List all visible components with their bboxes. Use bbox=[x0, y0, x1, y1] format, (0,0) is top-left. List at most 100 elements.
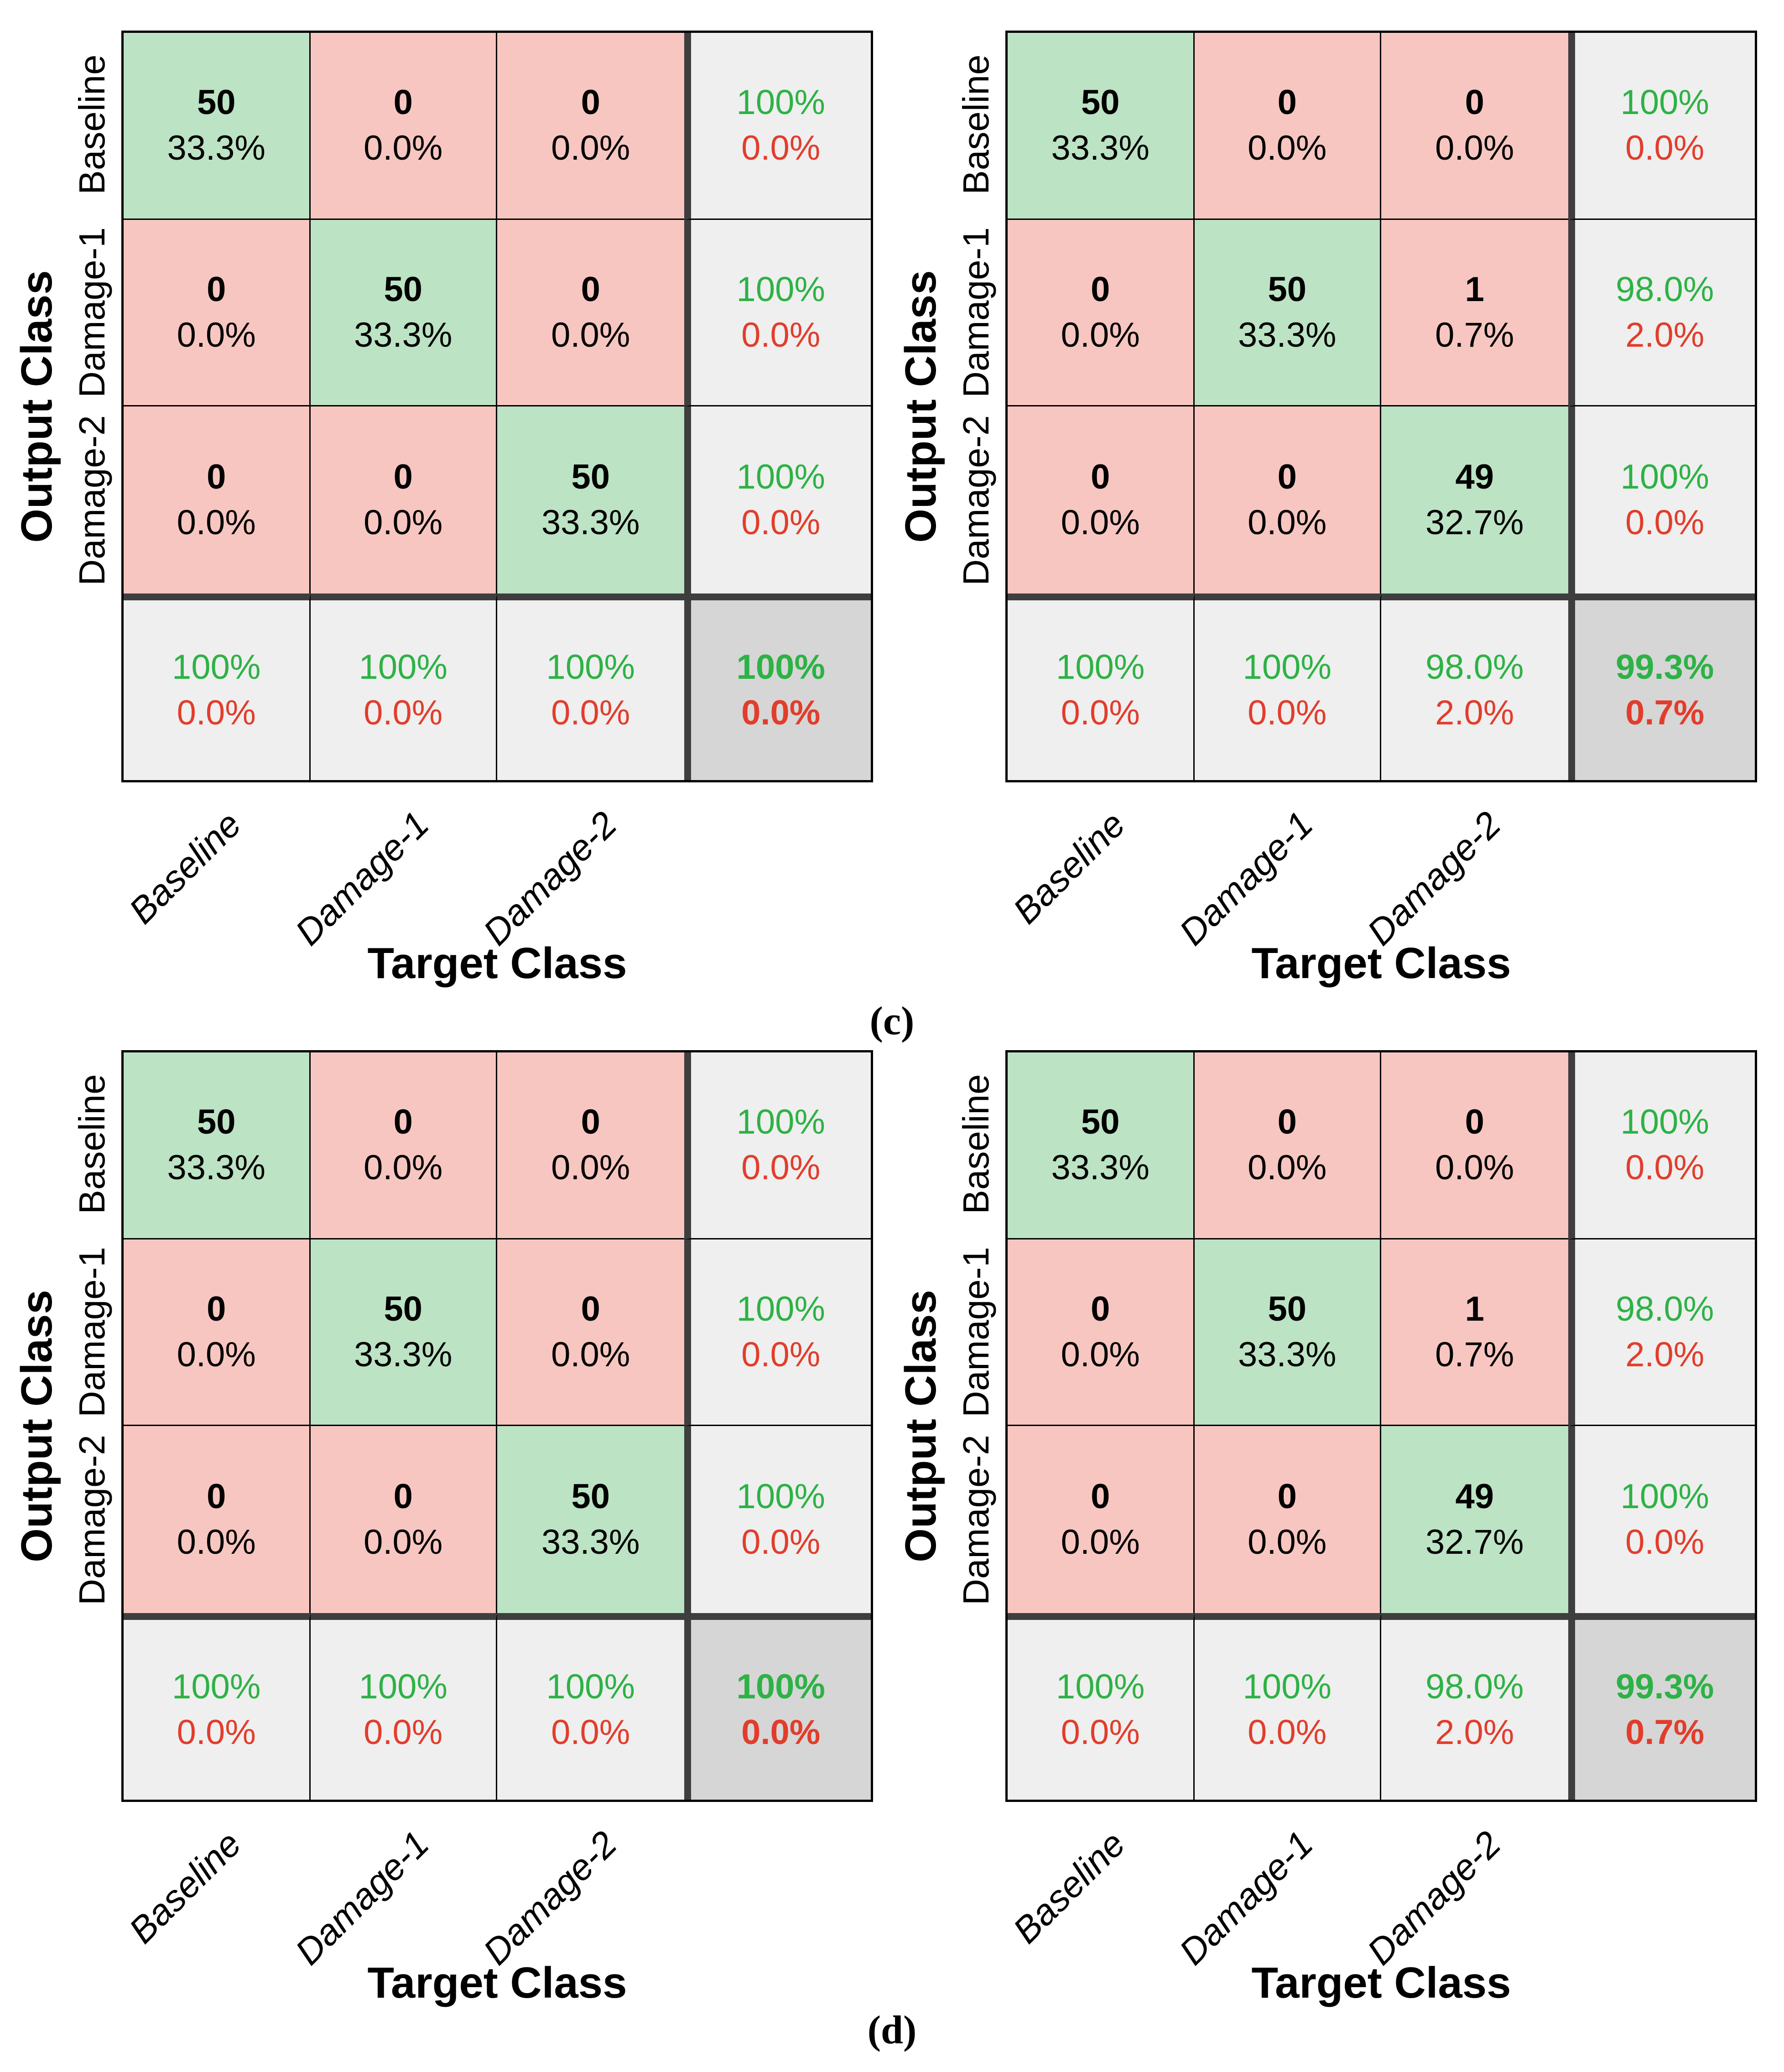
row-tick-label: Baseline bbox=[72, 1074, 112, 1214]
summary-red-percent: 0.0% bbox=[1248, 1713, 1327, 1752]
cell-count: 0 bbox=[1091, 1477, 1110, 1516]
matrix-cell-r1-c2: 0 0.0% bbox=[497, 1239, 684, 1426]
x-axis-title: Target Class bbox=[367, 1958, 627, 2007]
cell-count: 0 bbox=[393, 1103, 413, 1142]
summary-red-percent: 0.0% bbox=[741, 1148, 821, 1187]
col-summary-cell-0: 100% 0.0% bbox=[1008, 593, 1195, 780]
summary-red-percent: 2.0% bbox=[1625, 1335, 1705, 1374]
summary-green-percent: 100% bbox=[359, 1667, 447, 1706]
summary-red-percent: 0.0% bbox=[741, 503, 821, 542]
column-tick-label: Damage-2 bbox=[1359, 1823, 1509, 1973]
cell-percent: 33.3% bbox=[1238, 315, 1337, 354]
column-tick-label: Baseline bbox=[1005, 803, 1133, 932]
confusion-matrix-d-right: Output Class Baseline Damage-1 Damage-2 50 33… bbox=[896, 1050, 1757, 2007]
cell-count: 0 bbox=[1277, 83, 1297, 122]
matrix-cell-r2-c1: 0 0.0% bbox=[1194, 406, 1381, 593]
cell-count: 50 bbox=[571, 1477, 610, 1516]
row-summary-cell-0: 100% 0.0% bbox=[684, 1052, 871, 1239]
cell-percent: 0.0% bbox=[364, 503, 443, 542]
row-tick-label: Damage-1 bbox=[72, 1247, 112, 1417]
row-summary-cell-2: 100% 0.0% bbox=[1568, 1426, 1755, 1613]
confusion-matrix-grid: 50 33.3% 0 0.0% 0 0.0% 100% 0.0% 0 0.0% 50 33.3% 0 0.… bbox=[121, 1050, 873, 1802]
summary-red-percent: 0.0% bbox=[1625, 503, 1705, 542]
matrix-cell-r1-c0: 0 0.0% bbox=[1008, 219, 1195, 406]
cell-percent: 0.0% bbox=[1248, 1148, 1327, 1187]
summary-green-percent: 100% bbox=[546, 1667, 635, 1706]
cell-percent: 33.3% bbox=[167, 1148, 266, 1187]
summary-green-percent: 100% bbox=[736, 83, 825, 122]
row-tick-label: Damage-1 bbox=[956, 1247, 996, 1417]
panel-label-d: (d) bbox=[867, 2008, 917, 2052]
matrix-cell-r0-c1: 0 0.0% bbox=[310, 33, 497, 220]
cell-count: 1 bbox=[1465, 1289, 1484, 1328]
matrix-cell-r1-c0: 0 0.0% bbox=[124, 1239, 311, 1426]
col-summary-cell-1: 100% 0.0% bbox=[1194, 593, 1381, 780]
row-summary-cell-2: 100% 0.0% bbox=[1568, 406, 1755, 593]
overall-green-percent: 99.3% bbox=[1616, 647, 1714, 687]
summary-red-percent: 0.0% bbox=[1061, 1713, 1140, 1752]
cell-count: 50 bbox=[197, 83, 236, 122]
cell-percent: 33.3% bbox=[1238, 1335, 1337, 1374]
cell-count: 49 bbox=[1455, 1477, 1494, 1516]
cell-count: 0 bbox=[1091, 1289, 1110, 1328]
summary-red-percent: 0.0% bbox=[551, 1713, 630, 1752]
cell-percent: 0.0% bbox=[1061, 315, 1140, 354]
column-tick-label: Baseline bbox=[121, 803, 249, 932]
row-summary-cell-1: 98.0% 2.0% bbox=[1568, 219, 1755, 406]
confusion-matrix-grid: 50 33.3% 0 0.0% 0 0.0% 100% 0.0% 0 0.0% 50 33.3% 0 0.… bbox=[121, 31, 873, 782]
cell-percent: 0.0% bbox=[364, 129, 443, 168]
row-summary-cell-0: 100% 0.0% bbox=[684, 33, 871, 220]
col-summary-cell-1: 100% 0.0% bbox=[310, 1613, 497, 1800]
y-axis-title: Output Class bbox=[12, 270, 61, 543]
cell-count: 50 bbox=[384, 1289, 423, 1328]
cell-count: 50 bbox=[1268, 1289, 1307, 1328]
matrix-cell-r2-c0: 0 0.0% bbox=[124, 406, 311, 593]
row-tick-label: Damage-2 bbox=[956, 1435, 996, 1605]
summary-red-percent: 0.0% bbox=[551, 693, 630, 732]
matrix-cell-r0-c0: 50 33.3% bbox=[1008, 1052, 1195, 1239]
matrix-cell-r0-c1: 0 0.0% bbox=[1194, 33, 1381, 220]
cell-percent: 0.0% bbox=[551, 315, 630, 354]
summary-red-percent: 0.0% bbox=[364, 693, 443, 732]
overall-accuracy-cell: 100% 0.0% bbox=[684, 1613, 871, 1800]
summary-red-percent: 2.0% bbox=[1435, 1713, 1514, 1752]
cell-percent: 0.7% bbox=[1435, 1335, 1514, 1374]
row-tick-label: Baseline bbox=[956, 54, 996, 195]
cell-percent: 0.0% bbox=[1248, 129, 1327, 168]
matrix-cell-r0-c0: 50 33.3% bbox=[124, 1052, 311, 1239]
matrix-cell-r0-c2: 0 0.0% bbox=[497, 33, 684, 220]
overall-green-percent: 99.3% bbox=[1616, 1667, 1714, 1706]
cell-percent: 0.0% bbox=[177, 503, 256, 542]
col-summary-cell-1: 100% 0.0% bbox=[1194, 1613, 1381, 1800]
confusion-matrix-c-right: Output Class Baseline Damage-1 Damage-2 50 33… bbox=[896, 31, 1757, 988]
summary-green-percent: 100% bbox=[1243, 647, 1331, 687]
row-tick-label: Baseline bbox=[72, 54, 112, 195]
summary-green-percent: 98.0% bbox=[1425, 647, 1524, 687]
cell-count: 0 bbox=[207, 1477, 226, 1516]
matrix-cell-r0-c0: 50 33.3% bbox=[124, 33, 311, 220]
confusion-matrix-c-left: Output Class Baseline Damage-1 Damage-2 50 33… bbox=[12, 31, 873, 988]
summary-green-percent: 100% bbox=[1620, 1103, 1709, 1142]
overall-green-percent: 100% bbox=[736, 1667, 825, 1706]
cell-count: 0 bbox=[1465, 83, 1484, 122]
matrix-cell-r1-c2: 1 0.7% bbox=[1381, 1239, 1568, 1426]
summary-green-percent: 100% bbox=[1056, 1667, 1145, 1706]
cell-percent: 0.0% bbox=[1061, 503, 1140, 542]
matrix-cell-r0-c2: 0 0.0% bbox=[497, 1052, 684, 1239]
overall-red-percent: 0.0% bbox=[741, 693, 821, 732]
row-tick-label: Damage-1 bbox=[72, 227, 112, 398]
col-summary-cell-2: 98.0% 2.0% bbox=[1381, 1613, 1568, 1800]
summary-green-percent: 98.0% bbox=[1616, 1289, 1714, 1328]
overall-red-percent: 0.7% bbox=[1625, 693, 1705, 732]
cell-count: 0 bbox=[1091, 270, 1110, 309]
matrix-cell-r2-c2: 50 33.3% bbox=[497, 1426, 684, 1613]
summary-red-percent: 0.0% bbox=[177, 1713, 256, 1752]
cell-percent: 33.3% bbox=[354, 1335, 453, 1374]
cell-count: 0 bbox=[393, 1477, 413, 1516]
matrix-cell-r2-c0: 0 0.0% bbox=[1008, 1426, 1195, 1613]
col-summary-cell-0: 100% 0.0% bbox=[1008, 1613, 1195, 1800]
matrix-cell-r1-c1: 50 33.3% bbox=[310, 219, 497, 406]
confusion-matrix-d-left: Output Class Baseline Damage-1 Damage-2 50 33… bbox=[12, 1050, 873, 2007]
cell-percent: 0.0% bbox=[1435, 1148, 1514, 1187]
cell-percent: 0.0% bbox=[551, 1335, 630, 1374]
